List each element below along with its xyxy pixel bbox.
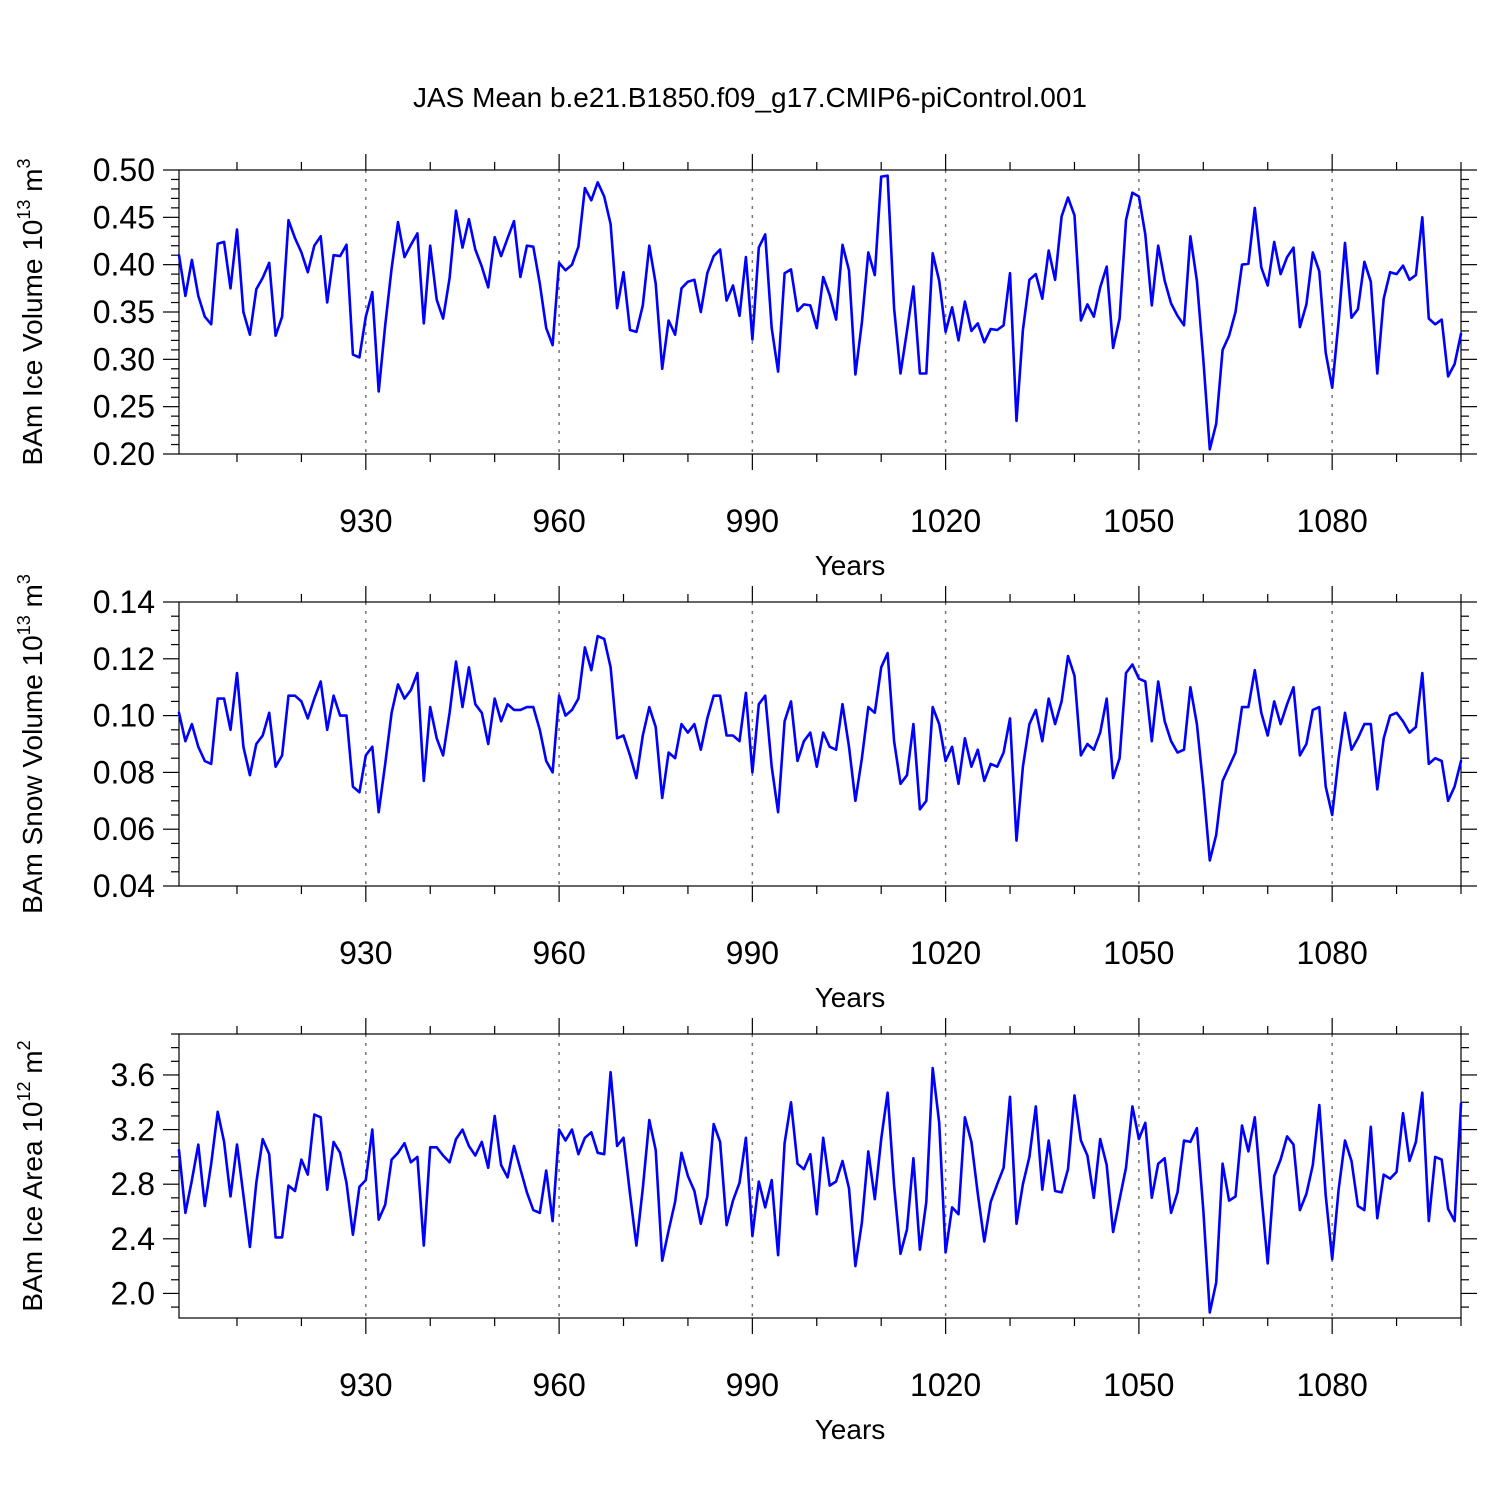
x-tick-label: 960: [532, 935, 585, 971]
y-axis-label-unit: m: [17, 168, 48, 199]
x-axis-title: Years: [815, 550, 886, 581]
y-tick-label: 3.6: [111, 1057, 155, 1093]
y-axis-label-exponent: 13: [14, 615, 34, 635]
chart-panel-2: 0.04 0.06 0.08 0.10 0.12 0.14 930 960 990 1020 105…: [14, 574, 1477, 1013]
x-tick-label: 930: [339, 935, 392, 971]
y-axis-label-unit: m: [17, 584, 48, 615]
y-axis-label-exponent: 12: [14, 1081, 34, 1101]
figure-title: JAS Mean b.e21.B1850.f09_g17.CMIP6-piCon…: [413, 82, 1087, 113]
series-line: [177, 634, 1463, 862]
x-tick-label: 990: [726, 503, 779, 539]
y-axis-title: BAm Ice Area 1012 m2: [14, 1040, 48, 1311]
x-tick-label: 1050: [1103, 1367, 1174, 1403]
x-tick-label: 1080: [1297, 935, 1368, 971]
plot-frame: [178, 601, 1462, 887]
y-axis-title: BAm Snow Volume 1013 m3: [14, 574, 48, 914]
x-tick-label: 990: [726, 935, 779, 971]
x-tick-label: 930: [339, 503, 392, 539]
plot-frame: [178, 1033, 1462, 1319]
x-tick-label: 1020: [910, 1367, 981, 1403]
x-tick-label: 1050: [1103, 935, 1174, 971]
y-tick-label: 0.40: [93, 247, 155, 283]
y-axis-label-text: BAm Ice Area 10: [17, 1102, 48, 1312]
y-tick-label: 0.10: [93, 698, 155, 734]
x-tick-label: 990: [726, 1367, 779, 1403]
x-tick-label: 1050: [1103, 503, 1174, 539]
chart-panel-1: 0.20 0.25 0.30 0.35 0.40 0.45 0.50 930 960 990 102…: [14, 152, 1477, 581]
y-axis-label-unit-exponent: 2: [14, 1040, 34, 1050]
y-tick-label: 0.04: [93, 868, 155, 904]
y-tick-label: 0.08: [93, 754, 155, 790]
y-tick-label: 0.35: [93, 294, 155, 330]
y-tick-label: 0.20: [93, 436, 155, 472]
y-tick-label: 0.14: [93, 584, 155, 620]
y-tick-label: 0.25: [93, 389, 155, 425]
y-tick-label: 2.8: [111, 1166, 155, 1202]
y-axis-title: BAm Ice Volume 1013 m3: [14, 158, 48, 465]
x-tick-label: 1080: [1297, 503, 1368, 539]
series-line: [177, 174, 1463, 451]
x-tick-label: 1020: [910, 503, 981, 539]
y-axis-label-exponent: 13: [14, 200, 34, 220]
y-tick-label: 2.4: [111, 1221, 155, 1257]
x-tick-label: 1020: [910, 935, 981, 971]
y-axis-label-unit-exponent: 3: [14, 158, 34, 168]
y-axis-label-text: BAm Snow Volume 10: [17, 635, 48, 914]
y-tick-label: 0.06: [93, 811, 155, 847]
y-tick-label: 0.50: [93, 152, 155, 188]
x-tick-label: 1080: [1297, 1367, 1368, 1403]
x-tick-label: 960: [532, 1367, 585, 1403]
y-tick-label: 0.12: [93, 641, 155, 677]
x-axis-title: Years: [815, 982, 886, 1013]
y-tick-label: 3.2: [111, 1112, 155, 1148]
plot-frame: [178, 169, 1462, 455]
y-tick-label: 0.45: [93, 199, 155, 235]
y-tick-label: 0.30: [93, 341, 155, 377]
x-tick-label: 960: [532, 503, 585, 539]
y-axis-label-unit-exponent: 3: [14, 574, 34, 584]
x-axis-title: Years: [815, 1414, 886, 1445]
chart-panels: 0.20 0.25 0.30 0.35 0.40 0.45 0.50 930 960 990 102…: [14, 152, 1477, 1445]
chart-panel-3: 2.0 2.4 2.8 3.2 3.6 930 960 990 1020 1050 1080 Year…: [14, 1018, 1477, 1445]
y-axis-label-text: BAm Ice Volume 10: [17, 220, 48, 466]
series-line: [177, 1066, 1463, 1314]
y-axis-label-unit: m: [17, 1050, 48, 1081]
y-tick-label: 2.0: [111, 1275, 155, 1311]
x-tick-label: 930: [339, 1367, 392, 1403]
